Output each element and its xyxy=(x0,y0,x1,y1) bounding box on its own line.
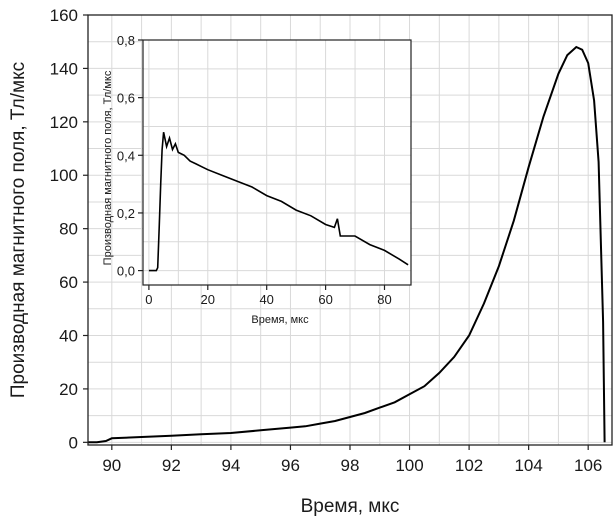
main-x-tick-label: 94 xyxy=(221,456,240,475)
main-y-tick-label: 120 xyxy=(50,113,78,132)
main-y-tick-label: 100 xyxy=(50,166,78,185)
main-y-tick-label: 140 xyxy=(50,59,78,78)
inset-y-axis-label: Производная магнитного поля, Тл/мкс xyxy=(102,70,114,265)
inset-x-tick-label: 60 xyxy=(318,292,332,307)
inset-y-tick-label: 0,2 xyxy=(117,206,135,221)
inset-frame xyxy=(142,39,412,286)
inset-chart: 0 20 40 60 80 0,0 0,2 0,4 0,6 0,8 Время, мкс Про… xyxy=(102,33,412,326)
main-y-ticks: 0 20 40 60 80 100 120 140 160 xyxy=(50,6,88,452)
inset-x-ticks: 0 20 40 60 80 xyxy=(145,285,392,307)
inset-y-tick-label: 0,0 xyxy=(117,264,135,279)
main-x-tick-label: 96 xyxy=(281,456,300,475)
main-x-tick-label: 98 xyxy=(341,456,360,475)
main-y-tick-label: 80 xyxy=(59,220,78,239)
main-y-tick-label: 40 xyxy=(59,326,78,345)
main-x-tick-label: 102 xyxy=(455,456,483,475)
main-x-tick-label: 106 xyxy=(574,456,602,475)
inset-x-tick-label: 40 xyxy=(259,292,273,307)
main-y-tick-label: 20 xyxy=(59,380,78,399)
inset-series-line xyxy=(148,132,409,272)
inset-x-tick-label: 0 xyxy=(145,292,152,307)
main-series-line xyxy=(88,45,606,444)
inset-y-tick-label: 0,8 xyxy=(117,33,135,48)
main-x-tick-label: 104 xyxy=(514,456,542,475)
main-x-tick-label: 90 xyxy=(102,456,121,475)
inset-grid xyxy=(143,40,411,285)
main-y-axis-label: Производная магнитного поля, Тл/мкс xyxy=(8,62,29,398)
main-x-tick-label: 92 xyxy=(162,456,181,475)
inset-y-tick-label: 0,4 xyxy=(117,148,135,163)
inset-y-tick-label: 0,6 xyxy=(117,91,135,106)
inset-y-ticks: 0,0 0,2 0,4 0,6 0,8 xyxy=(117,33,143,279)
main-y-tick-label: 160 xyxy=(50,6,78,25)
main-y-tick-label: 0 xyxy=(69,433,78,452)
inset-x-tick-label: 80 xyxy=(377,292,391,307)
main-x-tick-label: 100 xyxy=(395,456,423,475)
inset-x-tick-label: 20 xyxy=(201,292,215,307)
inset-x-axis-label: Время, мкс xyxy=(251,314,309,326)
main-x-axis-label: Время, мкс xyxy=(301,496,400,517)
main-x-ticks: 90 92 94 96 98 100 102 104 106 xyxy=(102,445,602,475)
inset-plot-area xyxy=(143,40,411,285)
main-y-tick-label: 60 xyxy=(59,273,78,292)
